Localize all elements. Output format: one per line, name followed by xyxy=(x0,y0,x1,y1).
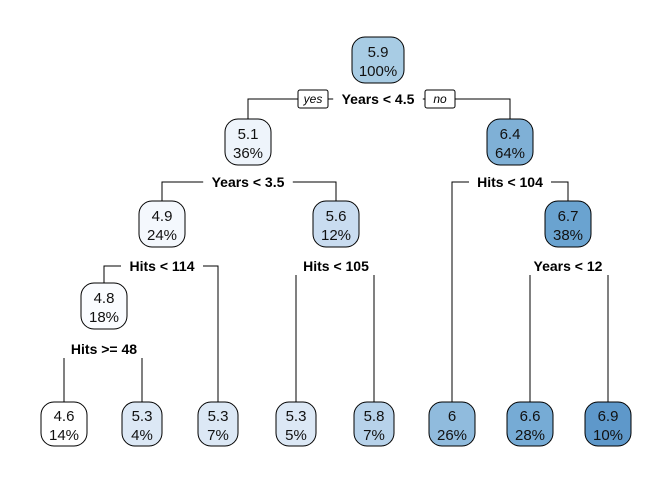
tree-edge xyxy=(295,265,375,402)
node-box xyxy=(506,401,554,447)
node-value: 4.8 xyxy=(94,290,115,307)
tree-edge xyxy=(529,265,609,402)
node-value: 6.9 xyxy=(598,408,619,425)
node-value: 6 xyxy=(448,408,456,425)
node-percent: 100% xyxy=(359,63,397,80)
node-percent: 4% xyxy=(131,427,153,444)
node-box xyxy=(121,401,163,447)
tree-node-leaf8: 6.910% xyxy=(584,401,632,447)
split-n4: Hits < 114 xyxy=(103,257,219,402)
no-branch-label-text: no xyxy=(433,92,447,106)
no-branch-label-box xyxy=(424,89,456,109)
node-value: 6.6 xyxy=(520,408,541,425)
node-box xyxy=(584,401,632,447)
node-value: 5.3 xyxy=(286,408,307,425)
node-box xyxy=(312,200,360,248)
tree-node-leaf1: 4.614% xyxy=(40,401,88,447)
tree-node-leaf7: 6.628% xyxy=(506,401,554,447)
node-value: 5.3 xyxy=(132,408,153,425)
node-box xyxy=(486,118,534,166)
tree-node-n4: 4.924% xyxy=(138,200,186,248)
node-box xyxy=(40,401,88,447)
node-value: 5.3 xyxy=(208,408,229,425)
split-label-bg xyxy=(63,340,145,358)
split-n8: Hits >= 48 xyxy=(63,340,145,402)
node-box xyxy=(138,200,186,248)
node-value: 6.7 xyxy=(558,208,579,225)
split-n2: Years < 3.5 xyxy=(161,173,337,201)
split-label: Hits < 105 xyxy=(303,258,369,274)
node-percent: 36% xyxy=(233,145,263,162)
node-box xyxy=(351,36,405,84)
node-percent: 7% xyxy=(363,427,385,444)
tree-node-leaf4: 5.35% xyxy=(275,401,317,447)
node-value: 4.6 xyxy=(54,408,75,425)
node-box xyxy=(197,401,239,447)
node-box xyxy=(353,401,395,447)
split-n7: Years < 12 xyxy=(527,257,609,402)
node-percent: 18% xyxy=(89,309,119,326)
node-percent: 38% xyxy=(553,227,583,244)
node-box xyxy=(544,200,592,248)
split-label: Years < 3.5 xyxy=(212,174,285,190)
node-percent: 12% xyxy=(321,227,351,244)
tree-node-leaf6: 626% xyxy=(428,401,476,447)
node-box xyxy=(428,401,476,447)
node-value: 5.9 xyxy=(368,44,389,61)
node-percent: 10% xyxy=(593,427,623,444)
split-label: Years < 12 xyxy=(534,258,603,274)
node-percent: 24% xyxy=(147,227,177,244)
split-root: Years < 4.5 xyxy=(247,90,511,119)
node-value: 5.8 xyxy=(364,408,385,425)
node-percent: 64% xyxy=(495,145,525,162)
node-box xyxy=(80,282,128,330)
split-n5: Hits < 105 xyxy=(295,257,377,402)
node-percent: 5% xyxy=(285,427,307,444)
split-label-bg xyxy=(295,257,377,275)
node-value: 5.1 xyxy=(238,126,259,143)
node-box xyxy=(275,401,317,447)
node-value: 6.4 xyxy=(500,126,521,143)
node-box xyxy=(224,118,272,166)
tree-node-leaf5: 5.87% xyxy=(353,401,395,447)
tree-node-n3: 6.464% xyxy=(486,118,534,166)
split-label-bg xyxy=(527,257,609,275)
tree-node-leaf2: 5.34% xyxy=(121,401,163,447)
tree-node-n8: 4.818% xyxy=(80,282,128,330)
node-percent: 26% xyxy=(437,427,467,444)
tree-node-n5: 5.612% xyxy=(312,200,360,248)
node-value: 5.6 xyxy=(326,208,347,225)
tree-node-n7: 6.738% xyxy=(544,200,592,248)
tree-node-leaf3: 5.37% xyxy=(197,401,239,447)
split-n3: Hits < 104 xyxy=(451,173,569,402)
split-label: Hits < 114 xyxy=(130,258,195,274)
split-label-bg xyxy=(203,173,293,191)
split-label: Hits < 104 xyxy=(477,174,543,190)
node-value: 4.9 xyxy=(152,208,173,225)
yes-branch-label-text: yes xyxy=(303,92,323,106)
yes-branch-label: yes xyxy=(297,89,329,109)
node-percent: 28% xyxy=(515,427,545,444)
split-label-bg xyxy=(469,173,551,191)
split-label-bg xyxy=(121,257,203,275)
node-percent: 7% xyxy=(207,427,229,444)
split-label-bg xyxy=(333,90,423,108)
node-percent: 14% xyxy=(49,427,79,444)
tree-node-n2: 5.136% xyxy=(224,118,272,166)
split-label: Years < 4.5 xyxy=(342,91,415,107)
tree-node-root: 5.9 100% xyxy=(351,36,405,84)
no-branch-label: no xyxy=(424,89,456,109)
yes-branch-label-box xyxy=(297,89,329,109)
split-label: Hits >= 48 xyxy=(71,341,137,357)
